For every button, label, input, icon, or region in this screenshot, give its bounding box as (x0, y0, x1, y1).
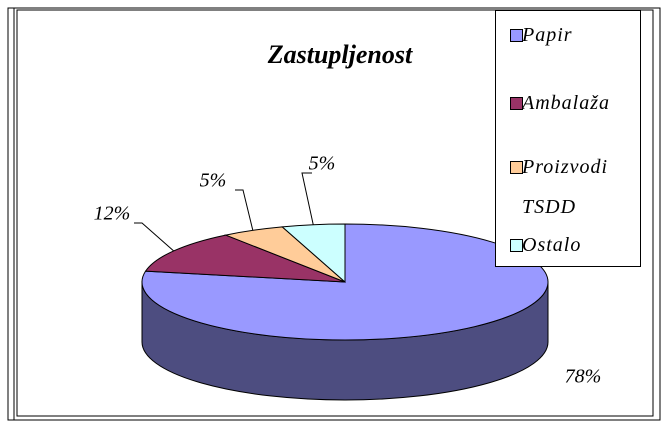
legend-label: Ostalo (522, 234, 582, 256)
legend-swatch (510, 97, 523, 110)
leader-line (235, 189, 254, 231)
legend-label: Ambalaža (522, 92, 610, 114)
frame (7, 7, 661, 421)
pie-slice (144, 234, 346, 283)
leader-line (301, 172, 314, 225)
data-label: 5% (200, 170, 227, 192)
pie-slice (281, 223, 346, 284)
plot-frame (16, 9, 654, 417)
legend-swatch (510, 161, 523, 174)
legend-item: Papir (510, 15, 642, 55)
data-label: 12% (94, 203, 131, 225)
data-label: 5% (309, 153, 336, 175)
data-label: 78% (565, 366, 602, 388)
legend-swatch (510, 239, 523, 252)
legend-label: Proizvodi TSDD (522, 156, 609, 218)
legend: Papir Ambalaža Proizvodi TSDD Ostalo (495, 10, 641, 267)
legend-item: Ostalo (510, 225, 642, 265)
chart-title: Zastupljenost (267, 40, 413, 69)
legend-item: Proizvodi TSDD (510, 147, 642, 227)
legend-label: Papir (522, 24, 573, 46)
legend-item: Ambalaža (510, 83, 642, 123)
legend-swatch (510, 29, 523, 42)
leader-line (134, 222, 174, 252)
